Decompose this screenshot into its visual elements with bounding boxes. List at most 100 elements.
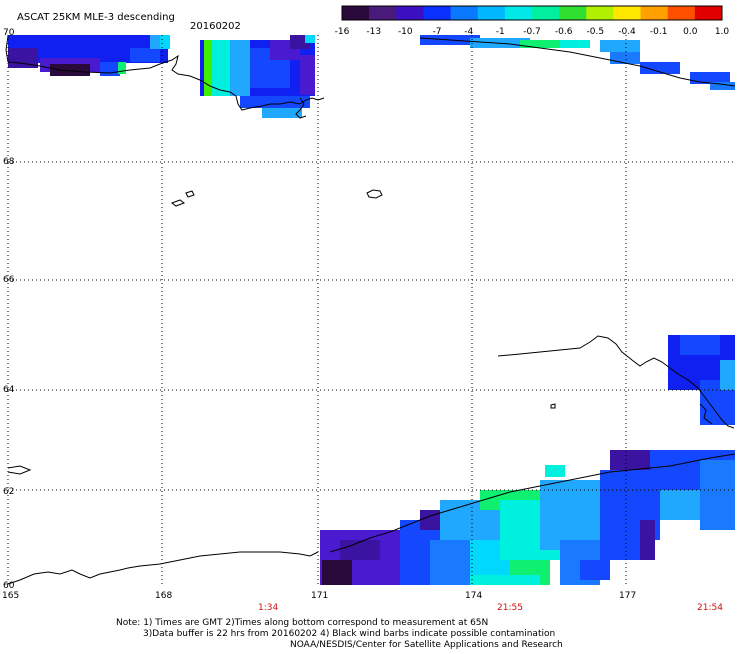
time-label-1: 1:34 — [258, 603, 278, 613]
swath-cell-topcenter — [230, 40, 250, 96]
swath-cell-right — [720, 360, 735, 390]
note-line-1: Note: 1) Times are GMT 2)Times along bot… — [116, 618, 488, 628]
colorbar-segment — [694, 6, 723, 20]
colorbar-label: -10 — [398, 27, 413, 37]
latitude-labels: 70 68 66 64 62 60 — [3, 28, 15, 591]
swath-cell-topleft — [118, 62, 126, 74]
swath-cell-topright — [520, 40, 570, 48]
note-line-3: NOAA/NESDIS/Center for Satellite Applica… — [290, 640, 563, 650]
lon-label-168: 168 — [155, 591, 172, 601]
time-label-3: 21:54 — [697, 603, 723, 613]
colorbar-segment — [532, 6, 560, 20]
swath-cell-bottom — [580, 560, 610, 580]
colorbar-label: -0.5 — [587, 27, 605, 37]
swath-cell-topcenter — [212, 40, 232, 96]
swath-cell-topcenter — [305, 35, 315, 43]
colorbar-segment — [640, 6, 669, 20]
swath-cell-topleft — [160, 35, 170, 49]
lon-label-177: 177 — [619, 591, 636, 601]
colorbar-label: 0.0 — [683, 27, 698, 37]
coastline-siberia-cape — [5, 35, 9, 63]
swath-cell-bottom — [600, 540, 640, 560]
swath-cell-topcenter — [300, 55, 315, 95]
colorbar-segment — [477, 6, 506, 20]
colorbar-segment — [369, 6, 397, 20]
lon-label-165: 165 — [2, 591, 19, 601]
island-1 — [185, 190, 195, 198]
wind-swaths — [8, 35, 735, 585]
swath-cell-topcenter — [240, 96, 310, 108]
swath-cell-topright — [710, 82, 735, 90]
swath-cell-bottom — [545, 465, 565, 477]
colorbar-label: -0.4 — [618, 27, 636, 37]
longitude-labels: 165 168 171 174 177 — [2, 591, 636, 601]
swath-cell-bottom — [470, 575, 540, 585]
map-title: ASCAT 25KM MLE-3 descending — [17, 12, 175, 23]
swath-cell-topleft — [130, 48, 160, 62]
swath-cell-bottom — [610, 450, 650, 470]
colorbar-segment — [504, 6, 533, 20]
note-line-2: 3)Data buffer is 22 hrs from 20160202 4)… — [143, 629, 555, 639]
coastline-bay — [295, 97, 307, 119]
swath-cell-right — [680, 335, 720, 355]
footnotes: Note: 1) Times are GMT 2)Times along bot… — [116, 618, 563, 650]
swath-cell-topright — [560, 40, 590, 48]
colorbar-segment — [667, 6, 696, 20]
colorbar-label: -4 — [464, 27, 473, 37]
colorbar-segment — [586, 6, 614, 20]
colorbar-label: -7 — [433, 27, 442, 37]
island-3 — [366, 189, 383, 199]
time-label-2: 21:55 — [497, 603, 523, 613]
colorbar-segment — [342, 6, 370, 20]
swath-cell-topright — [690, 72, 730, 84]
colorbar-label: -0.6 — [555, 27, 573, 37]
swath-cell-bottom — [640, 520, 655, 560]
colorbar-label: -1 — [496, 27, 505, 37]
map-date: 20160202 — [190, 21, 241, 32]
lon-label-174: 174 — [465, 591, 482, 601]
swath-cell-topright — [600, 40, 640, 52]
colorbar-labels: -16 -13 -10 -7 -4 -1 -0.7 -0.6 -0.5 -0.4 -0.1 0.0 1.… — [335, 27, 730, 37]
swath-cell-bottom — [660, 490, 700, 520]
swath-cell-bottom — [540, 480, 600, 550]
swath-cell-topcenter — [204, 40, 214, 96]
coastline-left-inlet — [7, 465, 32, 475]
colorbar — [341, 5, 723, 21]
coastlines — [5, 35, 736, 585]
lat-label-62: 62 — [3, 487, 14, 497]
swath-cell-bottom — [700, 460, 735, 530]
swath-cell-bottom — [340, 540, 380, 560]
swath-cell-topleft — [50, 64, 90, 76]
colorbar-label: -0.7 — [523, 27, 541, 37]
swath-cell-topcenter — [262, 108, 302, 118]
swath-cell-topright — [640, 62, 680, 74]
colorbar-label: -16 — [335, 27, 350, 37]
swath-cell-topleft — [100, 62, 120, 76]
time-labels: 1:34 21:55 21:54 — [258, 603, 723, 613]
island-4 — [550, 403, 556, 409]
colorbar-label: -13 — [366, 27, 381, 37]
colorbar-label: -0.1 — [650, 27, 668, 37]
coastline-alaska-south — [329, 453, 736, 553]
colorbar-segment — [613, 6, 642, 20]
swath-cell-topright — [610, 52, 640, 64]
lat-label-60: 60 — [3, 581, 15, 591]
lon-label-171: 171 — [311, 591, 328, 601]
coastline-seward-peninsula — [497, 335, 735, 429]
coastline-norton-sound — [699, 403, 713, 425]
coastline-siberia-north — [7, 54, 325, 111]
coastline-alaska-north — [419, 37, 736, 87]
colorbar-border — [341, 5, 723, 21]
island-2 — [170, 199, 186, 207]
coastline-chukotka-south — [7, 551, 319, 585]
colorbar-segment — [559, 6, 587, 20]
colorbar-label: 1.0 — [715, 27, 730, 37]
colorbar-segment — [396, 6, 424, 20]
colorbar-segment — [450, 6, 479, 20]
lat-label-70: 70 — [3, 28, 15, 38]
colorbar-segment — [423, 6, 452, 20]
swath-cell-bottom — [430, 540, 470, 585]
swath-cell-bottom — [322, 560, 352, 585]
